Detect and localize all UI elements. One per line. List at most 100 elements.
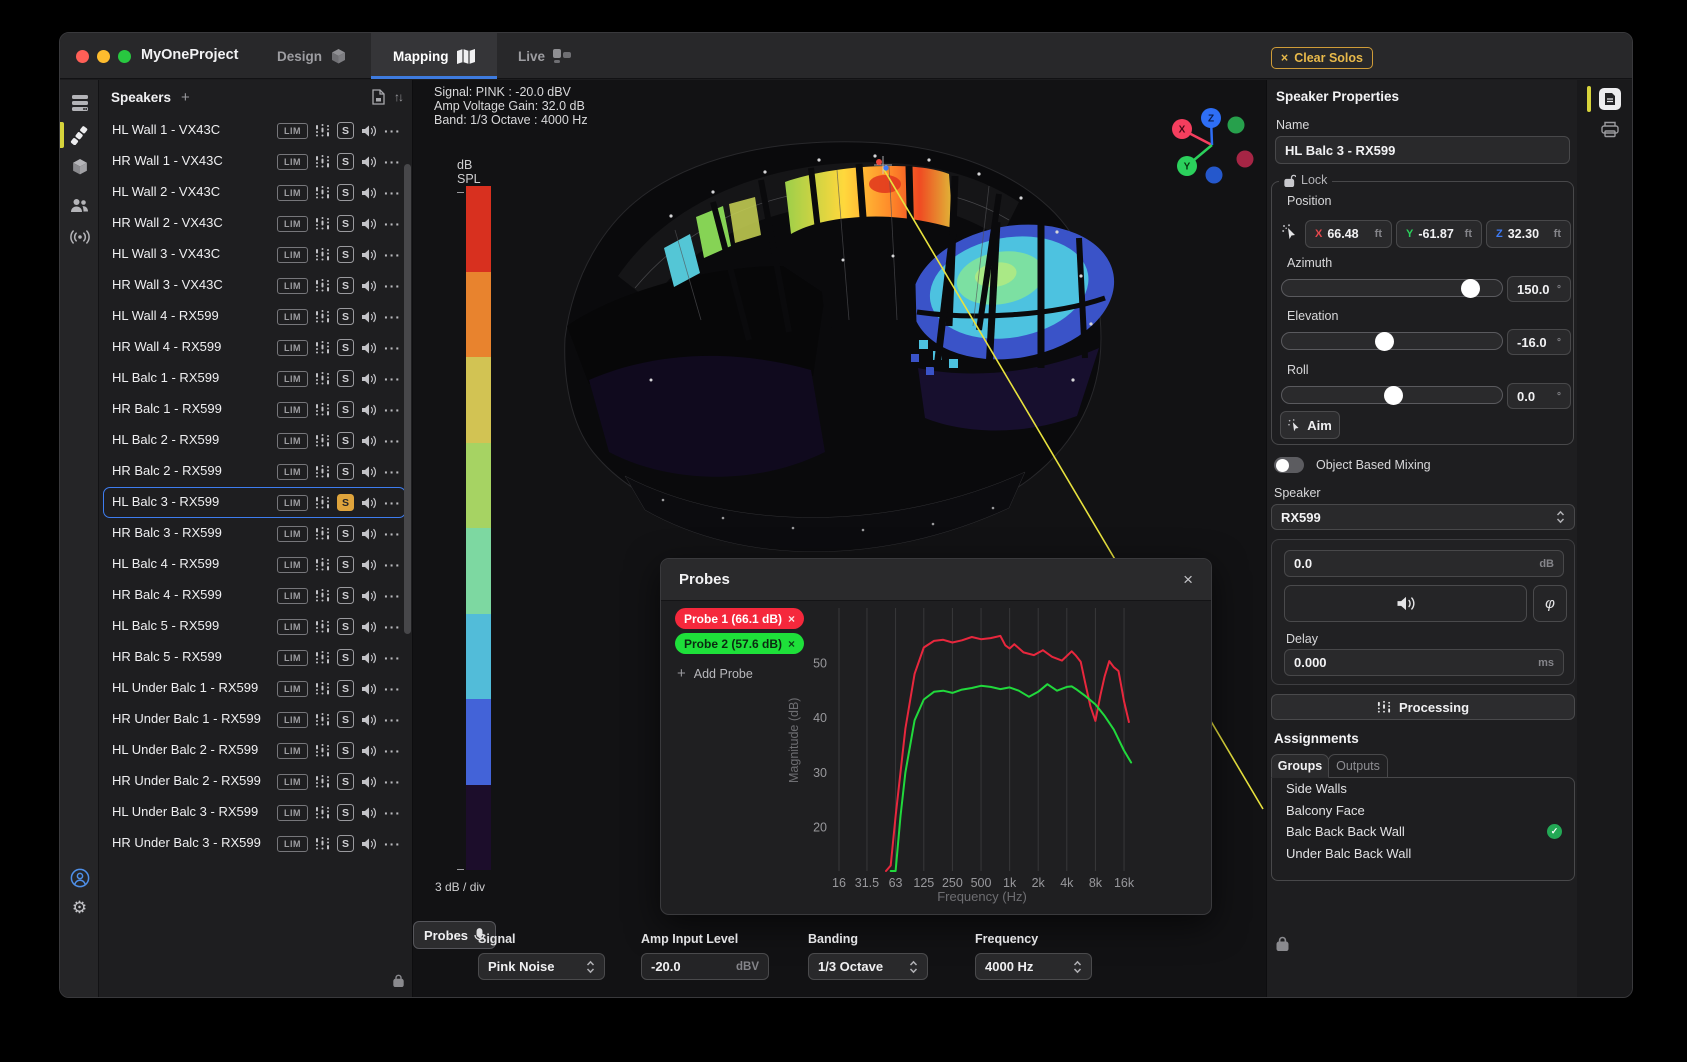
tab-outputs[interactable]: Outputs bbox=[1328, 754, 1388, 778]
row-menu-button[interactable]: ··· bbox=[384, 525, 401, 542]
row-menu-button[interactable]: ··· bbox=[384, 432, 401, 449]
solo-button[interactable]: S bbox=[337, 587, 354, 604]
solo-button[interactable]: S bbox=[337, 401, 354, 418]
eq-processing-icon[interactable] bbox=[315, 836, 330, 851]
solo-button[interactable]: S bbox=[337, 432, 354, 449]
solo-button[interactable]: S bbox=[337, 308, 354, 325]
speaker-volume-icon[interactable] bbox=[361, 558, 377, 572]
limiter-button[interactable]: LIM bbox=[277, 742, 308, 759]
slider-thumb[interactable] bbox=[1375, 331, 1395, 351]
speaker-volume-icon[interactable] bbox=[361, 806, 377, 820]
document-icon[interactable] bbox=[372, 89, 385, 105]
cube-icon[interactable] bbox=[60, 152, 99, 182]
speaker-volume-icon[interactable] bbox=[361, 279, 377, 293]
eq-processing-icon[interactable] bbox=[315, 526, 330, 541]
position-y-field[interactable]: Y -61.87 ft bbox=[1396, 220, 1482, 248]
signal-select[interactable]: Pink Noise bbox=[478, 953, 605, 980]
eq-processing-icon[interactable] bbox=[315, 402, 330, 417]
row-menu-button[interactable]: ··· bbox=[384, 153, 401, 170]
processing-button[interactable]: Processing bbox=[1271, 694, 1575, 720]
eq-processing-icon[interactable] bbox=[315, 743, 330, 758]
speaker-row[interactable]: HR Wall 3 - VX43C LIM S bbox=[103, 270, 406, 301]
speaker-row[interactable]: HL Under Balc 1 - RX599 LIM S bbox=[103, 673, 406, 704]
probes-panel-header[interactable]: Probes × bbox=[661, 559, 1211, 601]
tab-design[interactable]: Design bbox=[277, 33, 347, 79]
limiter-button[interactable]: LIM bbox=[277, 711, 308, 728]
speaker-volume-icon[interactable] bbox=[361, 682, 377, 696]
eq-processing-icon[interactable] bbox=[315, 247, 330, 262]
mute-button[interactable] bbox=[1284, 585, 1527, 622]
eq-processing-icon[interactable] bbox=[315, 774, 330, 789]
remove-probe-icon[interactable]: × bbox=[788, 636, 796, 651]
speaker-row[interactable]: HL Under Balc 2 - RX599 LIM S bbox=[103, 735, 406, 766]
speaker-volume-icon[interactable] bbox=[361, 837, 377, 851]
speaker-volume-icon[interactable] bbox=[361, 217, 377, 231]
speaker-volume-icon[interactable] bbox=[361, 155, 377, 169]
row-menu-button[interactable]: ··· bbox=[384, 649, 401, 666]
roll-slider[interactable] bbox=[1281, 385, 1503, 405]
speaker-row[interactable]: HR Balc 2 - RX599 LIM S bbox=[103, 456, 406, 487]
solo-button[interactable]: S bbox=[337, 618, 354, 635]
users-icon[interactable] bbox=[60, 190, 99, 220]
solo-button[interactable]: S bbox=[337, 153, 354, 170]
row-menu-button[interactable]: ··· bbox=[384, 804, 401, 821]
speaker-row[interactable]: HR Wall 2 - VX43C LIM S bbox=[103, 208, 406, 239]
group-item[interactable]: Balc Back Back Wall ✓ bbox=[1272, 821, 1574, 843]
frequency-select[interactable]: 4000 Hz bbox=[975, 953, 1092, 980]
zoom-window-button[interactable] bbox=[118, 50, 131, 63]
solo-button[interactable]: S bbox=[337, 525, 354, 542]
azimuth-slider[interactable] bbox=[1281, 278, 1503, 298]
tab-mapping[interactable]: Mapping bbox=[371, 33, 497, 79]
speaker-volume-icon[interactable] bbox=[361, 403, 377, 417]
speaker-row[interactable]: HL Wall 2 - VX43C LIM S bbox=[103, 177, 406, 208]
row-menu-button[interactable]: ··· bbox=[384, 463, 401, 480]
gain-field[interactable]: 0.0 dB bbox=[1284, 550, 1564, 577]
settings-icon[interactable]: ⚙ bbox=[71, 898, 88, 917]
limiter-button[interactable]: LIM bbox=[277, 215, 308, 232]
speaker-volume-icon[interactable] bbox=[361, 124, 377, 138]
row-menu-button[interactable]: ··· bbox=[384, 742, 401, 759]
eq-processing-icon[interactable] bbox=[315, 681, 330, 696]
row-menu-button[interactable]: ··· bbox=[384, 184, 401, 201]
speaker-array-icon[interactable] bbox=[60, 120, 99, 150]
solo-button[interactable]: S bbox=[337, 339, 354, 356]
roll-value-field[interactable]: 0.0 ° bbox=[1507, 383, 1571, 409]
lock-icon[interactable] bbox=[1276, 936, 1289, 951]
delay-field[interactable]: 0.000 ms bbox=[1284, 649, 1564, 676]
solo-button[interactable]: S bbox=[337, 835, 354, 852]
group-item[interactable]: Side Walls ✓ bbox=[1286, 781, 1347, 797]
tab-groups[interactable]: Groups bbox=[1271, 754, 1329, 778]
speaker-row[interactable]: HL Wall 4 - RX599 LIM S bbox=[103, 301, 406, 332]
eq-processing-icon[interactable] bbox=[315, 433, 330, 448]
limiter-button[interactable]: LIM bbox=[277, 432, 308, 449]
minimize-window-button[interactable] bbox=[97, 50, 110, 63]
solo-button[interactable]: S bbox=[337, 277, 354, 294]
solo-button[interactable]: S bbox=[337, 649, 354, 666]
remove-probe-icon[interactable]: × bbox=[788, 611, 796, 626]
eq-processing-icon[interactable] bbox=[315, 278, 330, 293]
limiter-button[interactable]: LIM bbox=[277, 804, 308, 821]
row-menu-button[interactable]: ··· bbox=[384, 680, 401, 697]
row-menu-button[interactable]: ··· bbox=[384, 835, 401, 852]
eq-processing-icon[interactable] bbox=[315, 185, 330, 200]
limiter-button[interactable]: LIM bbox=[277, 277, 308, 294]
limiter-button[interactable]: LIM bbox=[277, 153, 308, 170]
row-menu-button[interactable]: ··· bbox=[384, 556, 401, 573]
speaker-volume-icon[interactable] bbox=[361, 186, 377, 200]
tab-live[interactable]: Live bbox=[518, 33, 572, 79]
speaker-row[interactable]: HR Under Balc 3 - RX599 LIM S bbox=[103, 828, 406, 859]
row-menu-button[interactable]: ··· bbox=[384, 215, 401, 232]
solo-button[interactable]: S bbox=[337, 246, 354, 263]
limiter-button[interactable]: LIM bbox=[277, 618, 308, 635]
probe-1-chip[interactable]: Probe 1 (66.1 dB) × bbox=[675, 608, 805, 629]
speaker-volume-icon[interactable] bbox=[361, 651, 377, 665]
eq-processing-icon[interactable] bbox=[315, 309, 330, 324]
limiter-button[interactable]: LIM bbox=[277, 835, 308, 852]
row-menu-button[interactable]: ··· bbox=[384, 773, 401, 790]
eq-processing-icon[interactable] bbox=[315, 123, 330, 138]
limiter-button[interactable]: LIM bbox=[277, 370, 308, 387]
solo-button[interactable]: S bbox=[337, 463, 354, 480]
row-menu-button[interactable]: ··· bbox=[384, 711, 401, 728]
unlock-icon[interactable] bbox=[1284, 174, 1296, 187]
broadcast-icon[interactable] bbox=[60, 222, 99, 252]
